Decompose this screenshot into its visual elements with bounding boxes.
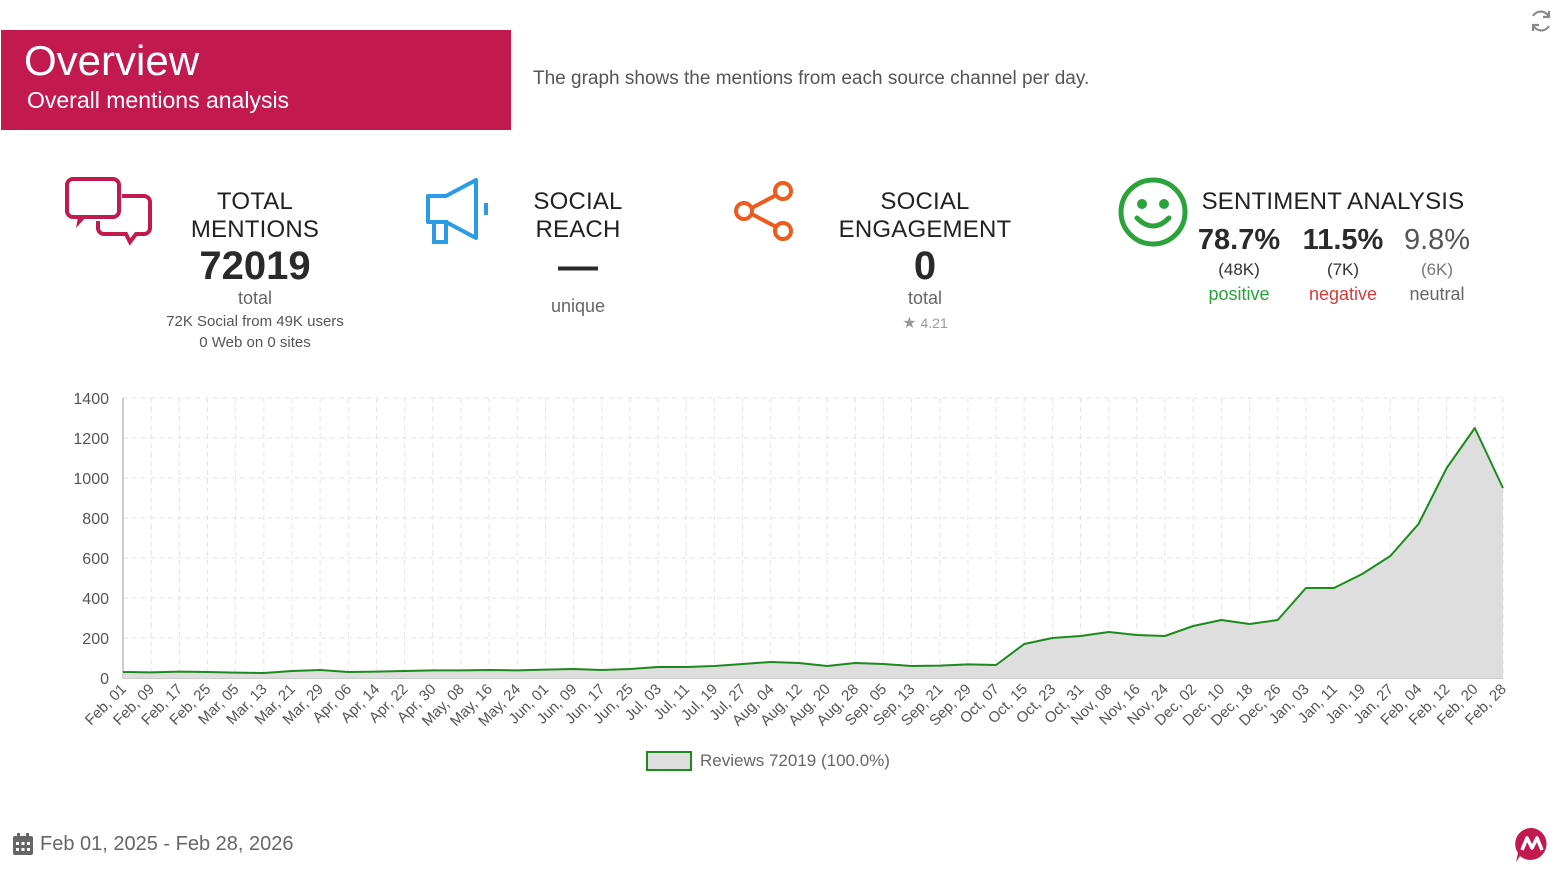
social-engagement-label: SOCIAL ENGAGEMENT: [838, 188, 1012, 243]
neutral-count: (6K): [1420, 260, 1454, 279]
total-mentions-unit: total: [237, 288, 273, 308]
users-text: users: [307, 313, 344, 330]
star-icon: ★: [902, 315, 917, 332]
social-text: Social from: [197, 313, 273, 330]
brand-logo-icon: [1515, 827, 1547, 862]
y-tick-label: 800: [82, 511, 109, 528]
sentiment-positive: 78.7% (48K) positive: [1189, 222, 1289, 305]
smiley-icon: [1118, 177, 1188, 247]
refresh-icon[interactable]: [1528, 8, 1554, 34]
sentiment-label: SENTIMENT ANALYSIS: [1201, 188, 1465, 215]
neutral-label: neutral: [1409, 284, 1465, 304]
y-tick-label: 400: [82, 591, 109, 608]
calendar-icon: [13, 833, 33, 855]
total-mentions-kpi: TOTAL MENTIONS 72019 total 72K Social fr…: [150, 188, 360, 351]
total-mentions-label: TOTAL MENTIONS: [190, 188, 320, 243]
chart-legend[interactable]: Reviews 72019 (100.0%): [646, 751, 890, 771]
y-tick-label: 0: [100, 671, 109, 688]
share-icon: [734, 181, 793, 241]
total-mentions-value: 72019: [199, 244, 311, 288]
y-tick-label: 600: [82, 551, 109, 568]
social-reach-unit: unique: [550, 296, 606, 316]
social-count: 72K: [166, 313, 193, 330]
social-reach-value: —: [558, 244, 598, 288]
date-range-text: Feb 01, 2025 - Feb 28, 2026: [40, 832, 294, 855]
social-engagement-unit: total: [907, 288, 943, 308]
series-line: [122, 427, 1504, 674]
page-title: Overview: [24, 37, 200, 84]
chart-description: The graph shows the mentions from each s…: [533, 68, 1090, 89]
sentiment-neutral: 9.8% (6K) neutral: [1387, 222, 1487, 305]
neutral-pct: 9.8%: [1403, 224, 1471, 256]
megaphone-icon: [426, 178, 488, 244]
social-reach-label: SOCIAL REACH: [533, 188, 623, 243]
web-text: Web on: [211, 334, 264, 351]
engagement-rating: 4.21: [920, 315, 948, 331]
sites-text: sites: [279, 334, 311, 351]
social-engagement-value: 0: [913, 244, 937, 288]
positive-label: positive: [1208, 284, 1270, 304]
legend-label: Reviews 72019 (100.0%): [700, 751, 890, 770]
social-engagement-kpi: SOCIAL ENGAGEMENT 0 total ★ 4.21: [797, 188, 1053, 333]
social-reach-kpi: SOCIAL REACH — unique: [493, 188, 663, 317]
sites-count: 0: [267, 334, 276, 351]
positive-count: (48K): [1218, 260, 1260, 279]
negative-pct: 11.5%: [1302, 224, 1384, 256]
date-range[interactable]: Feb 01, 2025 - Feb 28, 2026: [12, 832, 294, 856]
web-count: 0: [199, 334, 208, 351]
legend-swatch: [646, 751, 692, 771]
y-tick-label: 1000: [73, 471, 109, 488]
y-tick-label: 200: [82, 631, 109, 648]
sentiment-kpi-title: SENTIMENT ANALYSIS: [1200, 188, 1466, 216]
negative-label: negative: [1308, 284, 1378, 304]
y-tick-label: 1400: [73, 391, 109, 408]
header-banner: Overview Overall mentions analysis: [1, 30, 511, 130]
page-subtitle: Overall mentions analysis: [27, 87, 290, 113]
users-count: 49K: [276, 313, 303, 330]
positive-pct: 78.7%: [1197, 224, 1281, 256]
chat-bubbles-icon: [65, 177, 152, 246]
sentiment-negative: 11.5% (7K) negative: [1293, 222, 1393, 305]
negative-count: (7K): [1326, 260, 1360, 279]
y-tick-label: 1200: [73, 431, 109, 448]
series-area: [123, 428, 1503, 678]
